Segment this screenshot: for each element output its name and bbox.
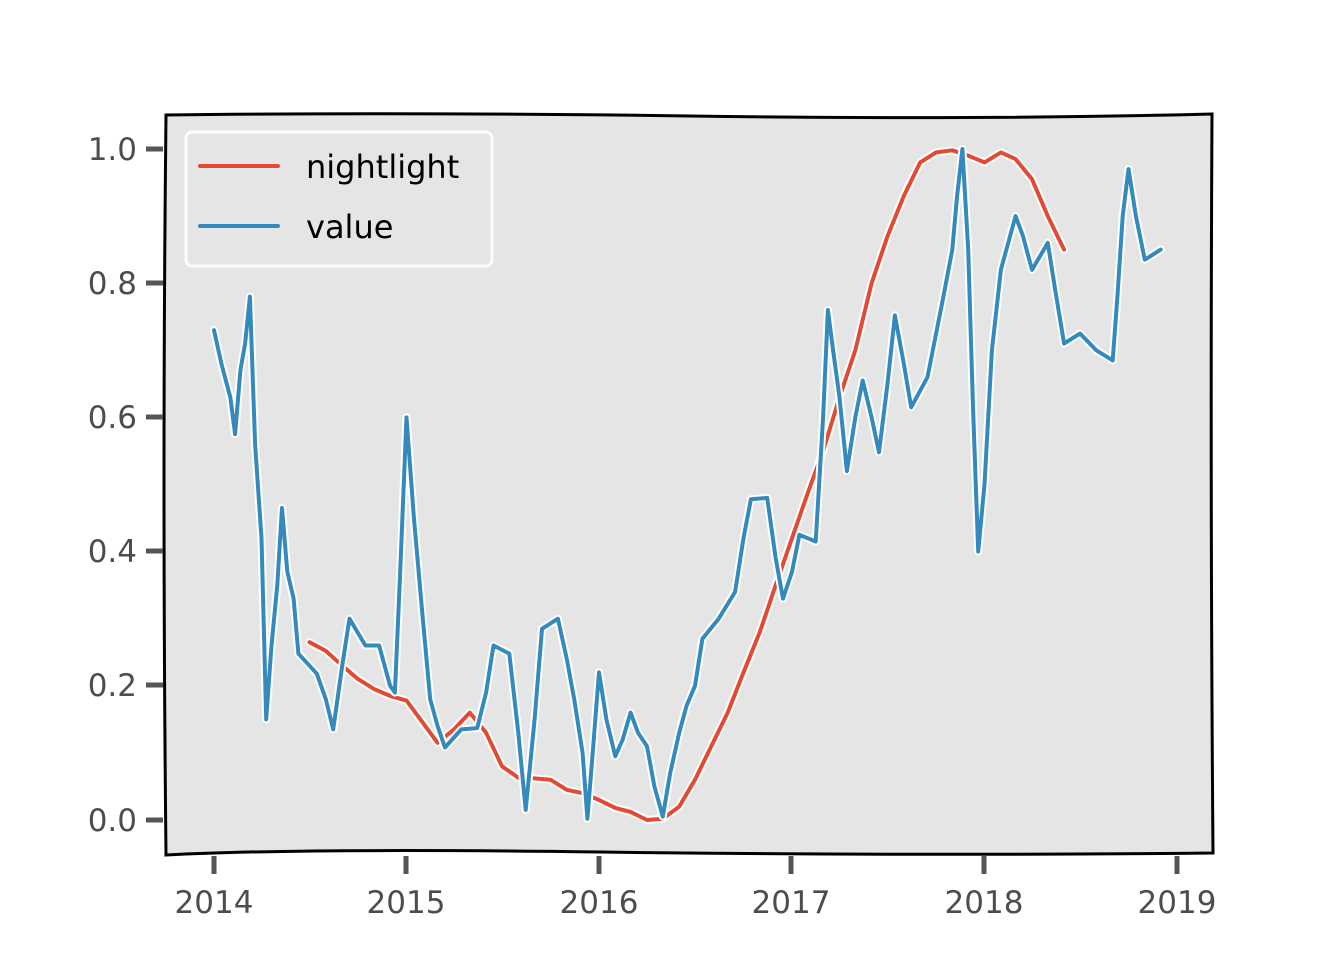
- y-axis-ticks: 0.0 0.2 0.4 0.6 0.8 1.0: [88, 132, 163, 839]
- x-tick: 2019: [1138, 856, 1217, 921]
- x-axis-ticks: 2014 2015 2016 2017 2018 2019: [175, 856, 1217, 921]
- y-tick: 0.2: [88, 668, 163, 704]
- x-tick-label: 2019: [1138, 885, 1217, 921]
- x-tick: 2018: [945, 856, 1024, 921]
- y-tick: 0.4: [88, 534, 163, 570]
- y-tick-label: 0.6: [88, 400, 137, 436]
- x-tick: 2015: [367, 856, 446, 921]
- series-line-value: [212, 147, 1163, 821]
- y-tick: 0.8: [88, 266, 163, 302]
- x-tick-label: 2014: [175, 885, 254, 921]
- y-tick: 0.6: [88, 400, 163, 436]
- series-layer: [210, 145, 1165, 824]
- x-tick-label: 2015: [367, 885, 446, 921]
- x-tick: 2017: [752, 856, 831, 921]
- x-tick: 2016: [560, 856, 639, 921]
- legend: nightlight value: [184, 130, 494, 268]
- legend-label-value: value: [306, 208, 393, 246]
- x-tick-label: 2017: [752, 885, 831, 921]
- x-tick-label: 2018: [945, 885, 1024, 921]
- y-tick-label: 1.0: [88, 132, 137, 168]
- y-tick-label: 0.8: [88, 266, 137, 302]
- y-tick-label: 0.2: [88, 668, 137, 704]
- y-tick: 0.0: [88, 803, 163, 839]
- y-tick: 1.0: [88, 132, 163, 168]
- x-tick-label: 2016: [560, 885, 639, 921]
- y-tick-label: 0.4: [88, 534, 137, 570]
- series-line-nightlight: [307, 148, 1067, 822]
- x-tick: 2014: [175, 856, 254, 921]
- y-tick-label: 0.0: [88, 803, 137, 839]
- legend-label-nightlight: nightlight: [306, 148, 459, 186]
